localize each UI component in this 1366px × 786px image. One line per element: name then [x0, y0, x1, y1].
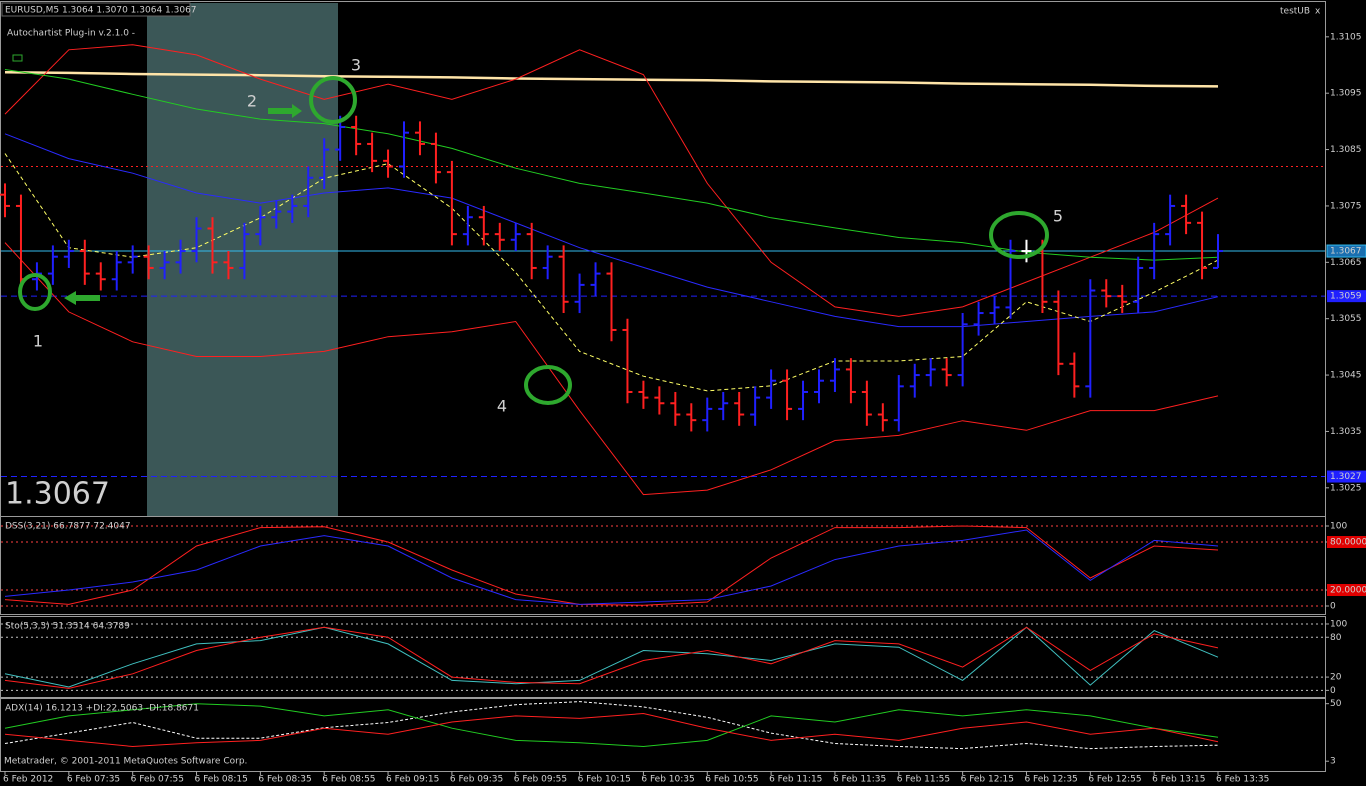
annotation-arrow: [268, 104, 302, 118]
window-label: testUB: [1280, 7, 1310, 17]
x-tick-label: 6 Feb 08:35: [258, 775, 311, 785]
annotation-label: 4: [497, 397, 507, 416]
y-tick-label: 3: [1330, 757, 1336, 767]
y-tick-label: 0: [1330, 602, 1336, 612]
indicator-line: [4, 525, 1219, 606]
footer: Metatrader, © 2001-2011 MetaQuotes Softw…: [4, 757, 247, 767]
big-price: 1.3067: [5, 477, 110, 512]
x-tick-label: 6 Feb 09:55: [514, 775, 567, 785]
y-tick-label: 1.3105: [1330, 32, 1362, 42]
annotation-label: 5: [1053, 207, 1063, 226]
panel-frame: [0, 616, 1326, 698]
close-button[interactable]: x: [1315, 7, 1321, 17]
plugin-label: Autochartist Plug-in v.2.1.0 -: [7, 29, 135, 39]
x-tick-label: 6 Feb 07:55: [131, 775, 184, 785]
x-tick-label: 6 Feb 11:35: [833, 775, 886, 785]
y-tick-label: 50: [1330, 699, 1342, 709]
y-tick-label: 1.3085: [1330, 145, 1362, 155]
indicator-line: [4, 701, 1219, 750]
x-tick-label: 6 Feb 13:15: [1152, 775, 1205, 785]
y-tick-label: 1.3045: [1330, 371, 1362, 381]
x-tick-label: 6 Feb 08:15: [195, 775, 248, 785]
annotation-arrow: [64, 291, 100, 305]
indicator-line: [4, 529, 1219, 605]
annotation-label: 3: [351, 56, 361, 75]
x-tick-label: 6 Feb 10:55: [705, 775, 758, 785]
indicator-line: [4, 626, 1219, 688]
indicator-line: [4, 626, 1219, 689]
indicator-line: [4, 71, 1219, 88]
x-tick-label: 6 Feb 12:15: [961, 775, 1014, 785]
indicator-line: [4, 44, 1219, 317]
y-tick-label: 1.3095: [1330, 89, 1362, 99]
last-price-box: [1326, 244, 1366, 258]
y-tick-label: 0: [1330, 686, 1336, 696]
session-shade: [147, 3, 338, 516]
y-tick-label: 1.3065: [1330, 258, 1362, 268]
y-tick-label: 20: [1330, 673, 1342, 683]
level-label: 1.3027: [1330, 472, 1362, 482]
x-tick-label: 6 Feb 12:55: [1088, 775, 1141, 785]
x-tick-label: 6 Feb 11:55: [897, 775, 950, 785]
indicator-line: [4, 69, 1219, 261]
indicator-title: Sto(5,3,3) 51.3514 64.3789: [5, 622, 130, 632]
x-tick-label: 6 Feb 11:15: [769, 775, 822, 785]
indicator-title: ADX(14) 16.1213 +DI:22.5063 -DI:18.8671: [5, 704, 199, 714]
indicator-line: [4, 703, 1219, 748]
annotation-circle: [18, 273, 52, 311]
annotation-circle: [309, 76, 357, 124]
x-tick-label: 6 Feb 09:15: [386, 775, 439, 785]
y-tick-label: 20.0000: [1330, 586, 1366, 596]
y-tick-label: 1.3055: [1330, 314, 1362, 324]
last-price-label: 1.3067: [1330, 247, 1362, 257]
indicator-title: DSS(3,21) 66.7877 72.4047: [5, 522, 131, 532]
indicator-line: [4, 242, 1219, 496]
indicator-line: [4, 712, 1219, 748]
indicator-line: [4, 153, 1219, 392]
x-tick-label: 6 Feb 10:15: [578, 775, 631, 785]
x-tick-label: 6 Feb 12:35: [1024, 775, 1077, 785]
y-tick-label: 100: [1330, 619, 1347, 629]
y-tick-label: 80.0000: [1330, 538, 1366, 548]
level-label: 1.3059: [1330, 292, 1362, 302]
x-tick-label: 6 Feb 09:35: [450, 775, 503, 785]
y-tick-label: 1.3025: [1330, 483, 1362, 493]
y-tick-box: [1327, 584, 1366, 596]
x-tick-label: 6 Feb 10:35: [641, 775, 694, 785]
panel-frame: [0, 698, 1326, 772]
panel-frame: [0, 516, 1326, 615]
y-tick-label: 1.3035: [1330, 427, 1362, 437]
annotation-label: 1: [33, 332, 43, 351]
y-tick-label: 100: [1330, 522, 1347, 532]
level-box: [1327, 290, 1366, 303]
plugin-icon: [12, 54, 23, 62]
x-tick-label: 6 Feb 07:35: [67, 775, 120, 785]
header-box: [1, 2, 191, 17]
annotation-label: 2: [247, 92, 257, 111]
x-tick-label: 6 Feb 2012: [3, 775, 53, 785]
indicator-line: [4, 133, 1219, 328]
level-box: [1327, 470, 1366, 483]
annotation-circle: [524, 365, 572, 405]
y-tick-box: [1327, 536, 1366, 548]
y-tick-label: 80: [1330, 633, 1342, 643]
chart-title: EURUSD,M5 1.3064 1.3070 1.3064 1.3067: [5, 6, 197, 16]
annotation-circle: [989, 211, 1049, 259]
x-tick-label: 6 Feb 13:35: [1216, 775, 1269, 785]
x-tick-label: 6 Feb 08:55: [322, 775, 375, 785]
y-tick-label: 1.3075: [1330, 201, 1362, 211]
